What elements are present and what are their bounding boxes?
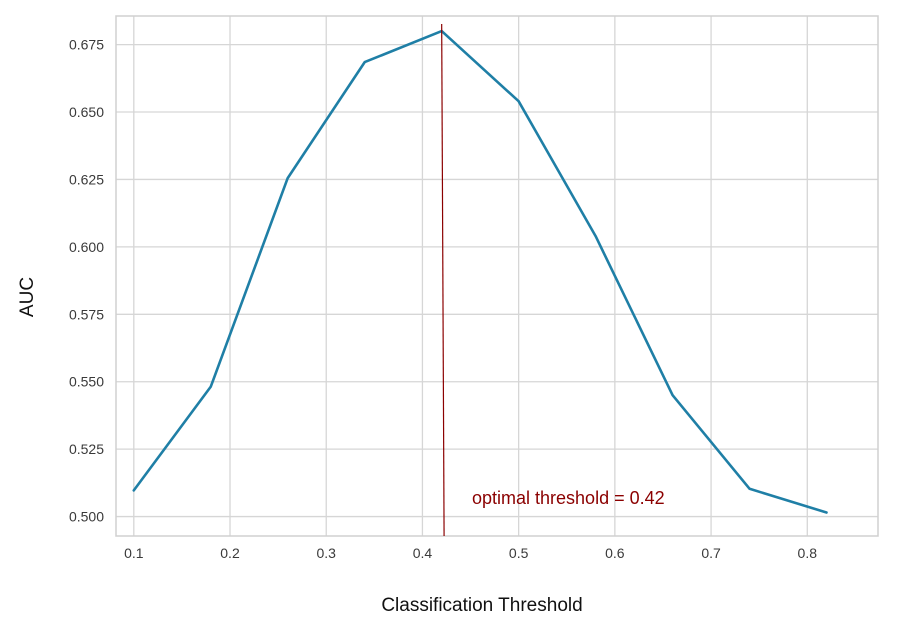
y-tick-label: 0.500 (69, 509, 104, 525)
optimal-threshold-label: optimal threshold = 0.42 (472, 488, 665, 508)
y-tick-label: 0.550 (69, 374, 104, 390)
x-tick-label: 0.8 (798, 545, 818, 561)
y-tick-label: 0.575 (69, 306, 104, 322)
x-axis-title: Classification Threshold (381, 595, 582, 616)
x-axis-ticks: 0.1 0.2 0.3 0.4 0.5 0.6 0.7 0.8 (124, 545, 817, 561)
y-tick-label: 0.600 (69, 239, 104, 255)
y-tick-label: 0.625 (69, 171, 104, 187)
y-tick-label: 0.650 (69, 104, 104, 120)
grid-lines (116, 16, 878, 536)
auc-series-line (132, 29, 828, 514)
x-tick-label: 0.5 (509, 545, 529, 561)
y-tick-label: 0.525 (69, 441, 104, 457)
y-axis-title: AUC (17, 277, 38, 317)
optimal-threshold-line (441, 23, 445, 537)
x-tick-label: 0.3 (316, 545, 336, 561)
y-tick-label: 0.675 (69, 37, 104, 53)
x-tick-label: 0.4 (413, 545, 433, 561)
x-tick-label: 0.2 (220, 545, 240, 561)
x-tick-label: 0.6 (605, 545, 625, 561)
plot-frame (115, 15, 879, 537)
y-axis-ticks: 0.500 0.525 0.550 0.575 0.600 0.625 0.650 0.675 (69, 37, 104, 525)
x-tick-label: 0.1 (124, 545, 144, 561)
x-tick-label: 0.7 (701, 545, 721, 561)
